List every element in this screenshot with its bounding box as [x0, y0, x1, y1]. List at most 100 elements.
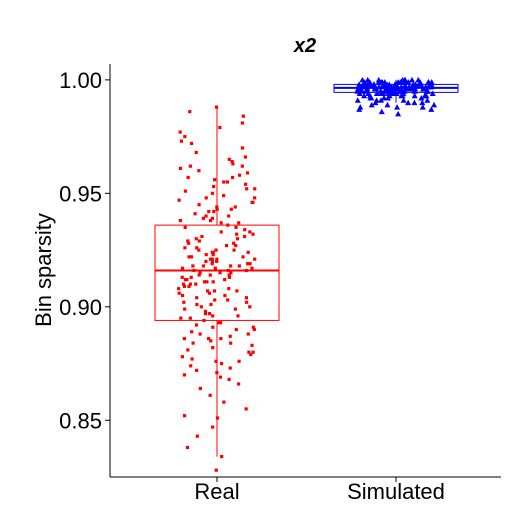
data-point [210, 259, 214, 264]
data-point [367, 95, 374, 101]
data-point [194, 150, 198, 155]
data-point [188, 282, 193, 286]
data-point [243, 155, 248, 159]
data-point [183, 307, 187, 311]
data-point [183, 135, 187, 139]
x-ticks: Real Simulated [194, 477, 445, 504]
data-point [180, 266, 185, 270]
data-point [236, 314, 240, 318]
data-point [394, 104, 401, 110]
data-point [186, 239, 190, 243]
data-point [411, 99, 418, 106]
data-point [373, 97, 380, 103]
data-point [179, 316, 183, 320]
data-point [211, 250, 215, 254]
data-point [428, 106, 435, 112]
data-point [201, 264, 206, 268]
data-point [405, 99, 412, 106]
data-point [189, 141, 194, 146]
data-point [253, 196, 257, 200]
data-point [215, 416, 220, 420]
data-point [234, 225, 238, 229]
data-point [237, 264, 241, 268]
data-point [246, 262, 250, 266]
data-point [229, 341, 233, 345]
data-point [245, 171, 250, 175]
data-point [214, 359, 218, 363]
data-point [354, 85, 361, 92]
data-point [395, 79, 402, 85]
data-point [207, 291, 212, 295]
data-point [213, 298, 217, 302]
data-point [182, 284, 187, 288]
data-point [412, 85, 419, 92]
data-point [215, 205, 219, 209]
data-point [365, 79, 372, 85]
data-point [215, 259, 219, 264]
data-point [213, 178, 217, 182]
data-point [219, 221, 223, 225]
data-point [193, 212, 197, 216]
data-point [241, 255, 245, 259]
series-real [154, 105, 280, 472]
data-point [182, 300, 186, 304]
data-point [218, 271, 222, 275]
data-point [240, 164, 244, 168]
data-point [203, 309, 208, 313]
data-point [188, 110, 192, 114]
data-point [218, 125, 222, 130]
data-point [359, 76, 366, 83]
data-point [225, 180, 229, 184]
data-point [219, 336, 223, 341]
data-point [212, 209, 216, 214]
data-point [224, 243, 229, 248]
data-point [197, 203, 201, 207]
data-point [377, 88, 384, 94]
data-point [244, 407, 248, 411]
data-point [177, 198, 181, 202]
data-point [240, 121, 245, 125]
data-point [368, 101, 375, 108]
data-point [182, 373, 187, 377]
data-point [252, 327, 256, 332]
data-point [371, 81, 378, 87]
data-point [233, 307, 237, 311]
data-point [186, 175, 190, 180]
data-point [215, 207, 219, 211]
data-point [226, 268, 230, 273]
data-point [227, 214, 231, 218]
data-point [211, 425, 215, 429]
data-point [244, 296, 249, 300]
data-point [190, 357, 194, 361]
data-point [220, 361, 224, 366]
data-point [187, 241, 191, 245]
data-point [251, 325, 255, 329]
data-point [195, 368, 199, 372]
chart-title: x2 [293, 35, 316, 57]
data-point [245, 187, 249, 191]
data-point [222, 400, 226, 404]
data-point [427, 81, 434, 87]
data-point [361, 92, 368, 99]
data-point [210, 216, 215, 220]
data-point [244, 300, 249, 304]
y-ticks: 0.85 0.90 0.95 1.00 [59, 68, 110, 433]
data-point [357, 104, 364, 110]
data-point [241, 114, 245, 118]
data-point [198, 332, 202, 336]
data-point [177, 291, 181, 295]
data-point [208, 273, 212, 277]
data-point [408, 83, 415, 90]
data-point [373, 85, 380, 92]
data-point [232, 248, 236, 252]
data-point [235, 232, 239, 236]
y-tick-label: 0.90 [59, 295, 102, 320]
data-point [195, 434, 199, 438]
data-point [183, 225, 187, 229]
data-point [389, 90, 396, 96]
data-point [204, 196, 208, 200]
data-point [182, 336, 186, 341]
data-point [190, 330, 194, 334]
data-point [411, 92, 418, 99]
